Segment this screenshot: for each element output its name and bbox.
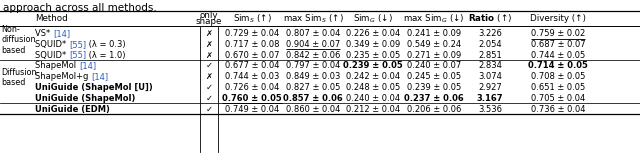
Text: 0.705 ± 0.04: 0.705 ± 0.04	[531, 94, 585, 103]
Text: 0.797 ± 0.04: 0.797 ± 0.04	[286, 61, 340, 70]
Text: 0.239 ± 0.05: 0.239 ± 0.05	[407, 83, 461, 92]
Text: UniGuide (ShapeMol [U]): UniGuide (ShapeMol [U])	[35, 83, 153, 92]
Text: 0.237 ± 0.06: 0.237 ± 0.06	[404, 94, 464, 103]
Text: [14]: [14]	[79, 61, 96, 70]
Text: 0.729 ± 0.04: 0.729 ± 0.04	[225, 29, 279, 38]
Text: 3.074: 3.074	[478, 72, 502, 81]
Text: max Sim$_S$ (↑): max Sim$_S$ (↑)	[283, 12, 344, 25]
Text: Diversity (↑): Diversity (↑)	[530, 14, 586, 23]
Text: ✓: ✓	[205, 83, 212, 92]
Text: ShapeMol: ShapeMol	[35, 61, 79, 70]
Text: 0.677 ± 0.04: 0.677 ± 0.04	[225, 61, 279, 70]
Text: Diffusion-
based: Diffusion- based	[1, 68, 40, 87]
Text: 0.744 ± 0.05: 0.744 ± 0.05	[531, 51, 585, 60]
Text: 3.536: 3.536	[478, 105, 502, 114]
Text: [14]: [14]	[91, 72, 108, 81]
Text: only: only	[200, 12, 218, 20]
Text: 2.054: 2.054	[478, 40, 502, 49]
Text: 2.927: 2.927	[478, 83, 502, 92]
Text: 0.549 ± 0.24: 0.549 ± 0.24	[407, 40, 461, 49]
Text: 0.726 ± 0.04: 0.726 ± 0.04	[225, 83, 279, 92]
Text: ✓: ✓	[205, 94, 212, 103]
Text: 0.349 ± 0.09: 0.349 ± 0.09	[346, 40, 400, 49]
Text: Method: Method	[35, 14, 68, 23]
Text: [14]: [14]	[53, 29, 70, 38]
Text: 0.717 ± 0.08: 0.717 ± 0.08	[225, 40, 279, 49]
Text: ✗: ✗	[205, 72, 212, 81]
Text: Sim$_G$ (↓): Sim$_G$ (↓)	[353, 12, 393, 25]
Text: UniGuide (ShapeMol): UniGuide (ShapeMol)	[35, 94, 136, 103]
Text: approach across all methods.: approach across all methods.	[3, 3, 157, 13]
Text: 0.248 ± 0.05: 0.248 ± 0.05	[346, 83, 400, 92]
Text: $\mathbf{Ratio}$ (↑): $\mathbf{Ratio}$ (↑)	[468, 12, 512, 24]
Text: (λ = 1.0): (λ = 1.0)	[86, 51, 125, 60]
Text: ✗: ✗	[205, 29, 212, 38]
Text: shape: shape	[196, 17, 222, 27]
Text: 0.240 ± 0.07: 0.240 ± 0.07	[407, 61, 461, 70]
Text: 0.759 ± 0.02: 0.759 ± 0.02	[531, 29, 585, 38]
Text: UniGuide (EDM): UniGuide (EDM)	[35, 105, 110, 114]
Text: 0.241 ± 0.09: 0.241 ± 0.09	[407, 29, 461, 38]
Text: 0.239 ± 0.05: 0.239 ± 0.05	[343, 61, 403, 70]
Text: 0.904 ± 0.07: 0.904 ± 0.07	[286, 40, 340, 49]
Text: 0.842 ± 0.06: 0.842 ± 0.06	[286, 51, 340, 60]
Text: 0.749 ± 0.04: 0.749 ± 0.04	[225, 105, 279, 114]
Text: 0.860 ± 0.04: 0.860 ± 0.04	[286, 105, 340, 114]
Text: ✗: ✗	[205, 40, 212, 49]
Text: Non-
diffusion
based: Non- diffusion based	[1, 25, 35, 55]
Text: (λ = 0.3): (λ = 0.3)	[86, 40, 125, 49]
Text: 0.807 ± 0.04: 0.807 ± 0.04	[286, 29, 340, 38]
Text: 0.226 ± 0.04: 0.226 ± 0.04	[346, 29, 400, 38]
Text: 2.851: 2.851	[478, 51, 502, 60]
Text: 0.857 ± 0.06: 0.857 ± 0.06	[283, 94, 343, 103]
Text: Sim$_S$ (↑): Sim$_S$ (↑)	[232, 12, 271, 25]
Text: SQUID*: SQUID*	[35, 40, 69, 49]
Text: ShapeMol+g: ShapeMol+g	[35, 72, 91, 81]
Text: 0.235 ± 0.05: 0.235 ± 0.05	[346, 51, 400, 60]
Text: max Sim$_G$ (↓): max Sim$_G$ (↓)	[403, 12, 465, 25]
Text: 0.827 ± 0.05: 0.827 ± 0.05	[286, 83, 340, 92]
Text: 0.271 ± 0.09: 0.271 ± 0.09	[407, 51, 461, 60]
Text: 0.206 ± 0.06: 0.206 ± 0.06	[407, 105, 461, 114]
Text: 0.651 ± 0.05: 0.651 ± 0.05	[531, 83, 585, 92]
Text: 0.708 ± 0.05: 0.708 ± 0.05	[531, 72, 585, 81]
Text: 3.167: 3.167	[477, 94, 503, 103]
Text: 3.226: 3.226	[478, 29, 502, 38]
Text: SQUID*: SQUID*	[35, 51, 69, 60]
Text: 0.736 ± 0.04: 0.736 ± 0.04	[531, 105, 585, 114]
Text: [55]: [55]	[69, 51, 86, 60]
Text: 0.687 ± 0.07: 0.687 ± 0.07	[531, 40, 586, 49]
Text: ✓: ✓	[205, 105, 212, 114]
Text: ✓: ✓	[205, 61, 212, 70]
Text: [55]: [55]	[69, 40, 86, 49]
Text: 2.834: 2.834	[478, 61, 502, 70]
Text: 0.849 ± 0.03: 0.849 ± 0.03	[286, 72, 340, 81]
Text: 0.212 ± 0.04: 0.212 ± 0.04	[346, 105, 400, 114]
Text: VS*: VS*	[35, 29, 53, 38]
Text: 0.760 ± 0.05: 0.760 ± 0.05	[222, 94, 282, 103]
Text: 0.242 ± 0.04: 0.242 ± 0.04	[346, 72, 400, 81]
Text: 0.714 ± 0.05: 0.714 ± 0.05	[528, 61, 588, 70]
Text: ✗: ✗	[205, 51, 212, 60]
Text: 0.744 ± 0.03: 0.744 ± 0.03	[225, 72, 279, 81]
Text: 0.245 ± 0.05: 0.245 ± 0.05	[407, 72, 461, 81]
Text: 0.240 ± 0.04: 0.240 ± 0.04	[346, 94, 400, 103]
Text: 0.670 ± 0.07: 0.670 ± 0.07	[225, 51, 279, 60]
